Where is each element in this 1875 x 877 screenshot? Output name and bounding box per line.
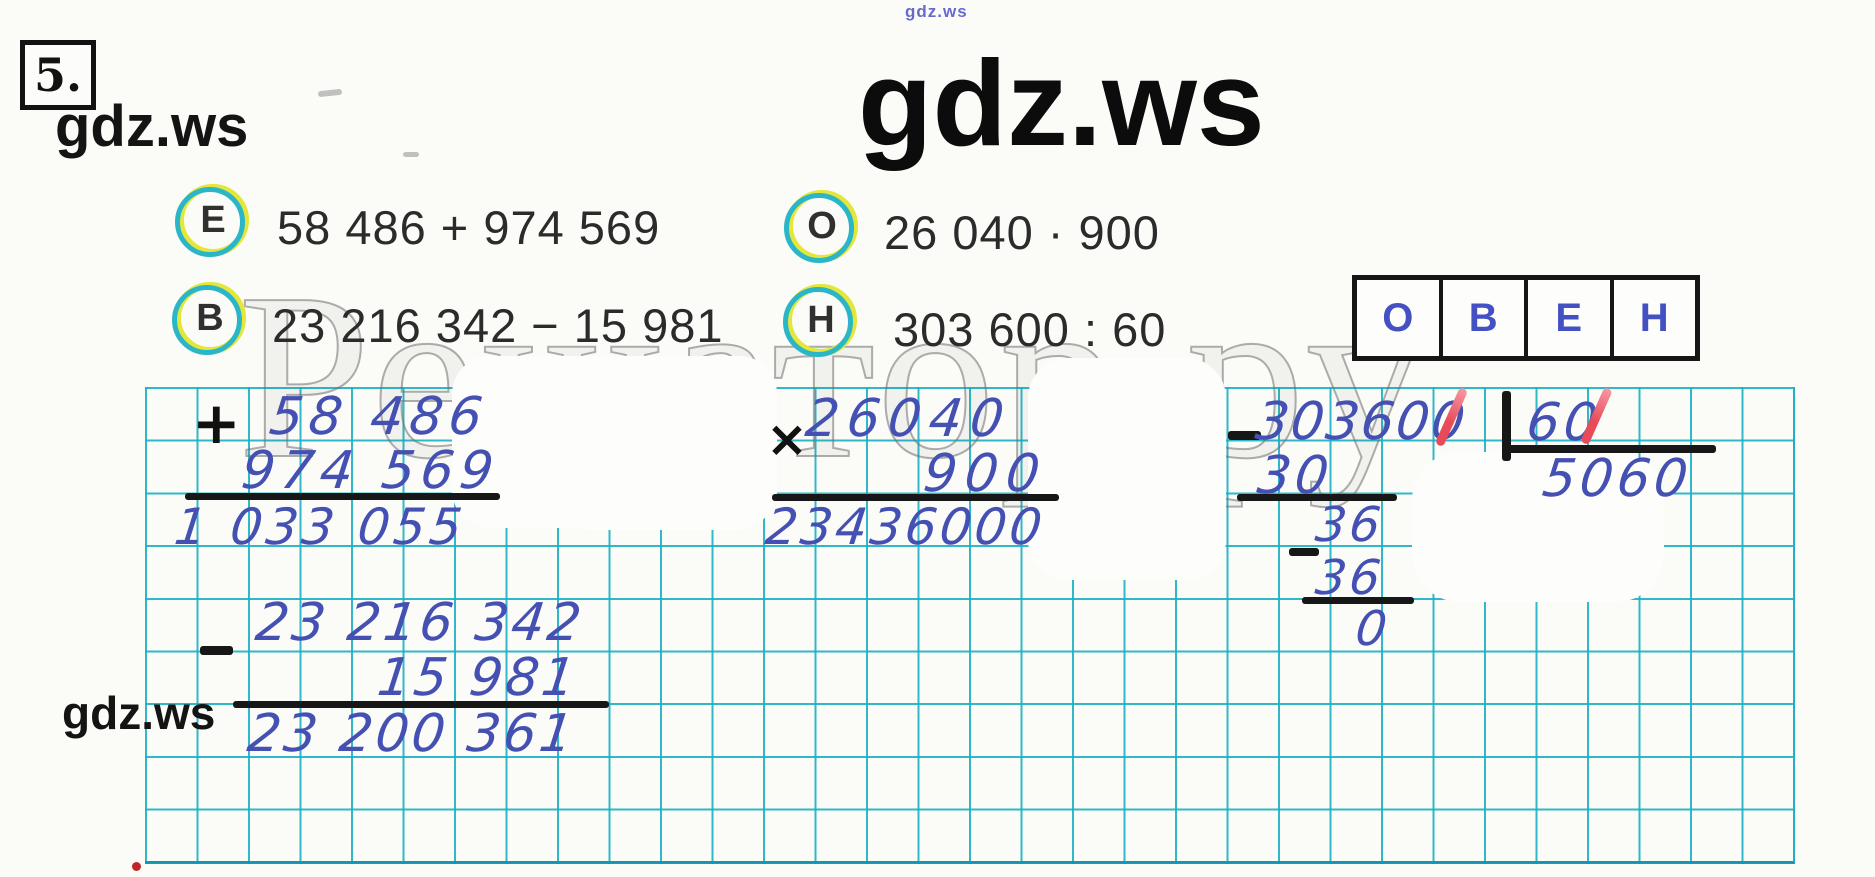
- task-number-box: 5.: [20, 40, 96, 110]
- subtraction-result-line: [233, 701, 609, 708]
- division-step3: 36: [1312, 550, 1387, 606]
- watermark-center: gdz.ws: [858, 35, 1265, 171]
- problem-letter-badge-o: О: [784, 190, 858, 263]
- red-dot-mark: [132, 862, 141, 871]
- answer-letter-cell: О: [1357, 280, 1443, 356]
- problem-letter-badge-e: Е: [175, 184, 249, 257]
- subtraction-minus-sign: [200, 646, 233, 655]
- division-minus-sign: [1228, 431, 1261, 440]
- division-step2: 36: [1312, 497, 1387, 553]
- erase-patch: [1412, 452, 1664, 602]
- badge-teal-ring: [172, 285, 242, 355]
- division-remainder: 0: [1352, 601, 1390, 657]
- problem-expression-n: 303 600 : 60: [893, 303, 1167, 356]
- smudge-mark: [403, 152, 419, 157]
- division-quotient: 5060: [1539, 449, 1696, 509]
- problem-letter: Е: [200, 198, 226, 241]
- division-bracket-horizontal: [1506, 445, 1716, 453]
- subtraction-difference: 23 200 361: [244, 704, 580, 764]
- problem-letter: Н: [807, 298, 835, 341]
- plus-sign: +: [192, 389, 241, 457]
- division-step1-line: [1237, 494, 1397, 501]
- division-step3-line: [1302, 597, 1414, 604]
- erase-patch: [1028, 358, 1226, 580]
- answer-letter-cell: В: [1443, 280, 1528, 356]
- erase-patch: [560, 430, 770, 530]
- addition-addend2: 974 569: [238, 441, 503, 501]
- division-step1: 30: [1254, 446, 1336, 506]
- badge-teal-ring: [784, 193, 854, 263]
- answer-letter-cell: Н: [1639, 295, 1669, 340]
- addition-addend1: 58 486: [266, 387, 492, 447]
- problem-letter-badge-v: В: [172, 282, 246, 355]
- addition-result-line: [185, 493, 500, 500]
- smudge-mark: [317, 88, 343, 98]
- subtraction-minuend: 23 216 342: [252, 593, 588, 653]
- answer-letter-cell: Е: [1528, 280, 1614, 356]
- problem-letter: О: [807, 204, 837, 247]
- problem-expression-v: 23 216 342 − 15 981: [272, 299, 724, 352]
- multiplication-result-line: [772, 494, 1059, 501]
- problem-letter: В: [196, 296, 224, 339]
- task-number: 5.: [33, 48, 83, 102]
- multiplication-factor1: 26040: [802, 389, 1016, 449]
- badge-teal-ring: [783, 287, 853, 357]
- problem-letter-badge-n: Н: [783, 284, 857, 357]
- badge-teal-ring: [175, 187, 245, 257]
- division-minus-sign-2: [1289, 548, 1319, 556]
- subtraction-subtrahend: 15 981: [374, 648, 582, 708]
- addition-sum: 1 033 055: [171, 498, 470, 556]
- problem-expression-o: 26 040 · 900: [884, 206, 1160, 259]
- multiplication-product: 23436000: [762, 498, 1049, 556]
- multiply-sign: ×: [766, 410, 808, 468]
- problem-expression-e: 58 486 + 974 569: [277, 201, 661, 254]
- answer-word-box: О В Е Н: [1352, 275, 1700, 361]
- watermark-top: gdz.ws: [905, 2, 968, 21]
- watermark-bottom: gdz.ws: [62, 687, 216, 739]
- multiplication-factor2: 900: [920, 444, 1051, 504]
- division-bracket-vertical: [1502, 391, 1511, 461]
